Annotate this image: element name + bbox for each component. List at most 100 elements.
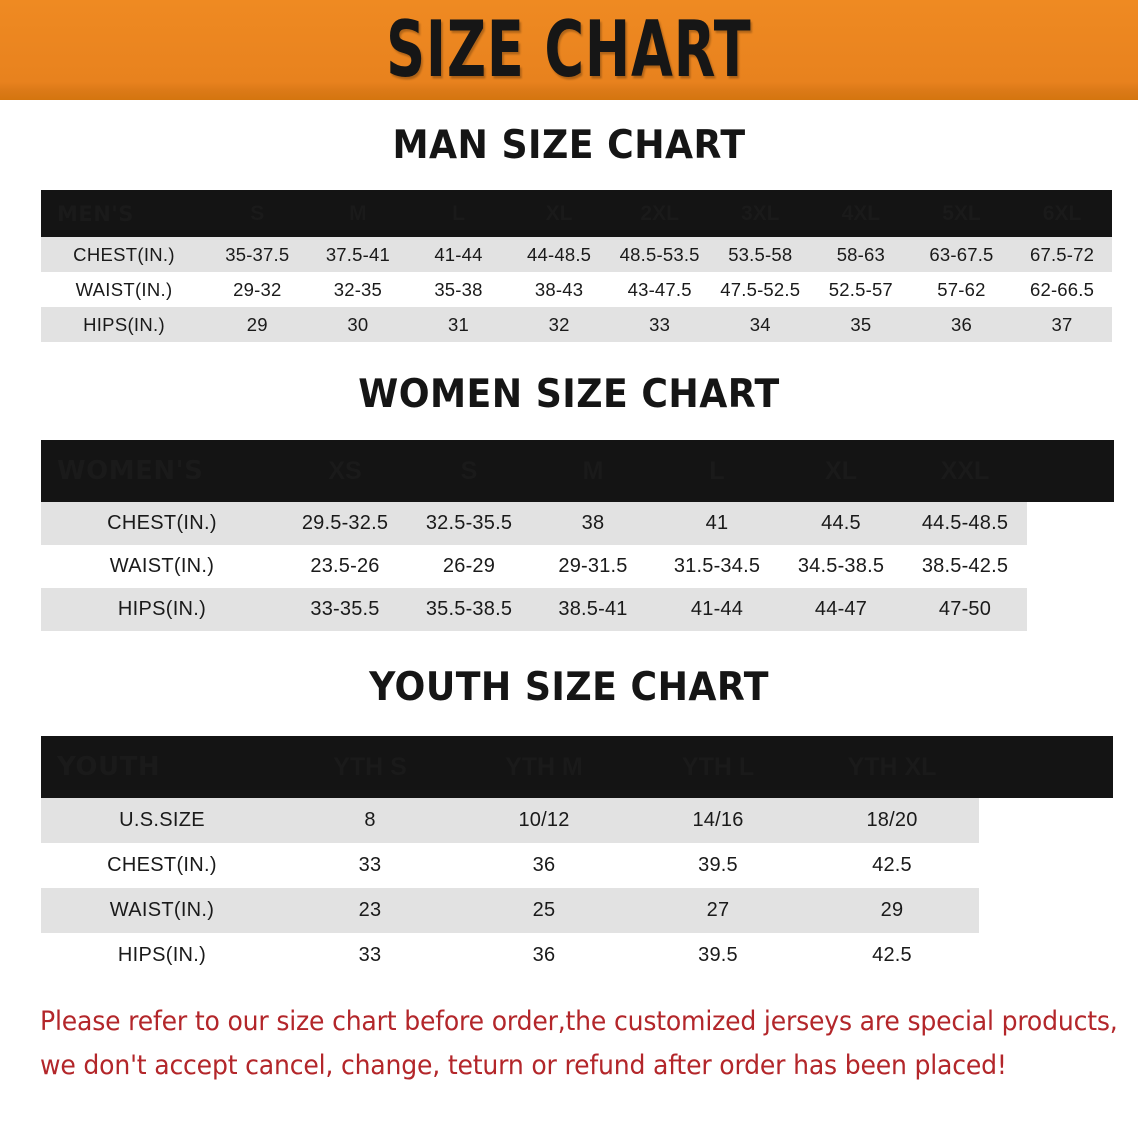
- man-chest-m: 37.5-41: [307, 237, 409, 272]
- man-waist-4xl: 52.5-57: [810, 272, 912, 307]
- disclaimer-text: Please refer to our size chart before or…: [40, 1000, 1118, 1087]
- man-waist-m: 32-35: [307, 272, 409, 307]
- man-chest-l: 41-44: [408, 237, 509, 272]
- youth-size-chart-wrapper: YOUTH YTH S YTH M YTH L YTH XL U.S.SIZE …: [41, 736, 1113, 978]
- man-hips-l: 31: [408, 307, 509, 342]
- women-size-chart-wrapper: WOMEN'S XS S M L XL XXL CHEST(IN.) 29.5-…: [41, 440, 1114, 631]
- women-chest-xs: 29.5-32.5: [283, 502, 407, 545]
- youth-header-row: YOUTH YTH S YTH M YTH L YTH XL: [41, 736, 1113, 798]
- man-waist-5xl: 57-62: [911, 272, 1012, 307]
- women-row-label-hips: HIPS(IN.): [41, 588, 283, 631]
- man-waist-3xl: 47.5-52.5: [709, 272, 811, 307]
- man-col-header-6: 4XL: [841, 201, 881, 225]
- youth-header-spacer: [979, 736, 1113, 798]
- man-hips-3xl: 34: [709, 307, 811, 342]
- man-chest-3xl: 53.5-58: [709, 237, 811, 272]
- man-chest-xl: 44-48.5: [508, 237, 610, 272]
- women-chest-xl: 44.5: [779, 502, 903, 545]
- youth-size-table: YOUTH YTH S YTH M YTH L YTH XL U.S.SIZE …: [41, 736, 1113, 978]
- youth-chest-m: 36: [457, 843, 631, 888]
- youth-waist-m: 25: [457, 888, 631, 933]
- man-corner-label: MEN'S: [57, 201, 134, 226]
- man-row-label-hips: HIPS(IN.): [41, 307, 207, 342]
- man-chest-5xl: 63-67.5: [911, 237, 1012, 272]
- youth-row-label-waist: WAIST(IN.): [41, 888, 283, 933]
- women-row-spacer: [1027, 502, 1114, 545]
- women-hips-xs: 33-35.5: [283, 588, 407, 631]
- women-col-header-2: M: [582, 456, 604, 485]
- man-waist-2xl: 43-47.5: [609, 272, 710, 307]
- women-col-header-4: XL: [825, 456, 857, 485]
- youth-ussize-m: 10/12: [457, 798, 631, 843]
- youth-row-spacer: [979, 798, 1113, 843]
- women-size-table: WOMEN'S XS S M L XL XXL CHEST(IN.) 29.5-…: [41, 440, 1114, 631]
- man-col-header-2: L: [452, 201, 465, 225]
- youth-hips-l: 39.5: [631, 933, 805, 978]
- youth-hips-m: 36: [457, 933, 631, 978]
- women-section-title: WOMEN SIZE CHART: [358, 372, 780, 417]
- women-col-header-3: L: [709, 456, 725, 485]
- women-corner-label: WOMEN'S: [57, 456, 204, 486]
- table-row: HIPS(IN.) 29 30 31 32 33 34 35 36 37: [41, 307, 1113, 342]
- women-col-header-5: XXL: [940, 456, 990, 485]
- disclaimer-line-2: we don't accept cancel, change, teturn o…: [40, 1049, 1007, 1081]
- women-table-body: CHEST(IN.) 29.5-32.5 32.5-35.5 38 41 44.…: [41, 502, 1114, 631]
- women-chest-l: 41: [655, 502, 779, 545]
- women-row-label-waist: WAIST(IN.): [41, 545, 283, 588]
- women-chest-xxl: 44.5-48.5: [903, 502, 1027, 545]
- youth-ussize-s: 8: [283, 798, 457, 843]
- man-hips-m: 30: [307, 307, 409, 342]
- man-table-body: CHEST(IN.) 35-37.5 37.5-41 41-44 44-48.5…: [41, 237, 1113, 342]
- women-row-spacer: [1027, 588, 1114, 631]
- man-hips-6xl: 37: [1011, 307, 1113, 342]
- man-col-header-3: XL: [545, 201, 573, 225]
- man-chest-4xl: 58-63: [810, 237, 912, 272]
- man-waist-s: 29-32: [207, 272, 308, 307]
- man-section-title: MAN SIZE CHART: [392, 123, 746, 168]
- man-header-row: MEN'S S M L XL 2XL 3XL 4XL 5XL 6XL: [41, 190, 1113, 237]
- youth-section-title: YOUTH SIZE CHART: [369, 665, 769, 710]
- man-chest-6xl: 67.5-72: [1011, 237, 1113, 272]
- youth-col-header-1: YTH M: [505, 752, 583, 781]
- man-col-header-1: M: [349, 201, 367, 225]
- disclaimer-line-1: Please refer to our size chart before or…: [40, 1006, 1118, 1037]
- women-waist-xxl: 38.5-42.5: [903, 545, 1027, 588]
- youth-row-label-us-size: U.S.SIZE: [41, 798, 283, 843]
- table-row: U.S.SIZE 8 10/12 14/16 18/20: [41, 798, 1113, 843]
- youth-waist-s: 23: [283, 888, 457, 933]
- youth-col-header-0: YTH S: [333, 752, 407, 781]
- man-waist-6xl: 62-66.5: [1011, 272, 1113, 307]
- man-hips-5xl: 36: [911, 307, 1012, 342]
- youth-ussize-xl: 18/20: [805, 798, 979, 843]
- youth-waist-xl: 29: [805, 888, 979, 933]
- youth-ussize-l: 14/16: [631, 798, 805, 843]
- man-table-head: MEN'S S M L XL 2XL 3XL 4XL 5XL 6XL: [41, 190, 1113, 237]
- youth-chest-xl: 42.5: [805, 843, 979, 888]
- table-row: WAIST(IN.) 29-32 32-35 35-38 38-43 43-47…: [41, 272, 1113, 307]
- women-header-row: WOMEN'S XS S M L XL XXL: [41, 440, 1114, 502]
- women-chest-s: 32.5-35.5: [407, 502, 531, 545]
- table-row: WAIST(IN.) 23 25 27 29: [41, 888, 1113, 933]
- youth-row-spacer: [979, 888, 1113, 933]
- youth-hips-s: 33: [283, 933, 457, 978]
- youth-corner-label: YOUTH: [57, 752, 161, 782]
- women-hips-l: 41-44: [655, 588, 779, 631]
- man-hips-s: 29: [207, 307, 308, 342]
- women-row-label-chest: CHEST(IN.): [41, 502, 283, 545]
- youth-waist-l: 27: [631, 888, 805, 933]
- table-row: CHEST(IN.) 33 36 39.5 42.5: [41, 843, 1113, 888]
- youth-hips-xl: 42.5: [805, 933, 979, 978]
- women-hips-xxl: 47-50: [903, 588, 1027, 631]
- man-chest-2xl: 48.5-53.5: [609, 237, 710, 272]
- man-hips-2xl: 33: [609, 307, 710, 342]
- man-size-table: MEN'S S M L XL 2XL 3XL 4XL 5XL 6XL CHEST…: [41, 190, 1113, 342]
- youth-col-header-2: YTH L: [681, 752, 755, 781]
- youth-row-label-chest: CHEST(IN.): [41, 843, 283, 888]
- table-row: CHEST(IN.) 29.5-32.5 32.5-35.5 38 41 44.…: [41, 502, 1114, 545]
- women-row-spacer: [1027, 545, 1114, 588]
- women-col-header-1: S: [460, 456, 478, 485]
- man-row-label-chest: CHEST(IN.): [41, 237, 207, 272]
- women-hips-xl: 44-47: [779, 588, 903, 631]
- man-col-header-0: S: [250, 201, 265, 225]
- man-col-header-8: 6XL: [1042, 201, 1082, 225]
